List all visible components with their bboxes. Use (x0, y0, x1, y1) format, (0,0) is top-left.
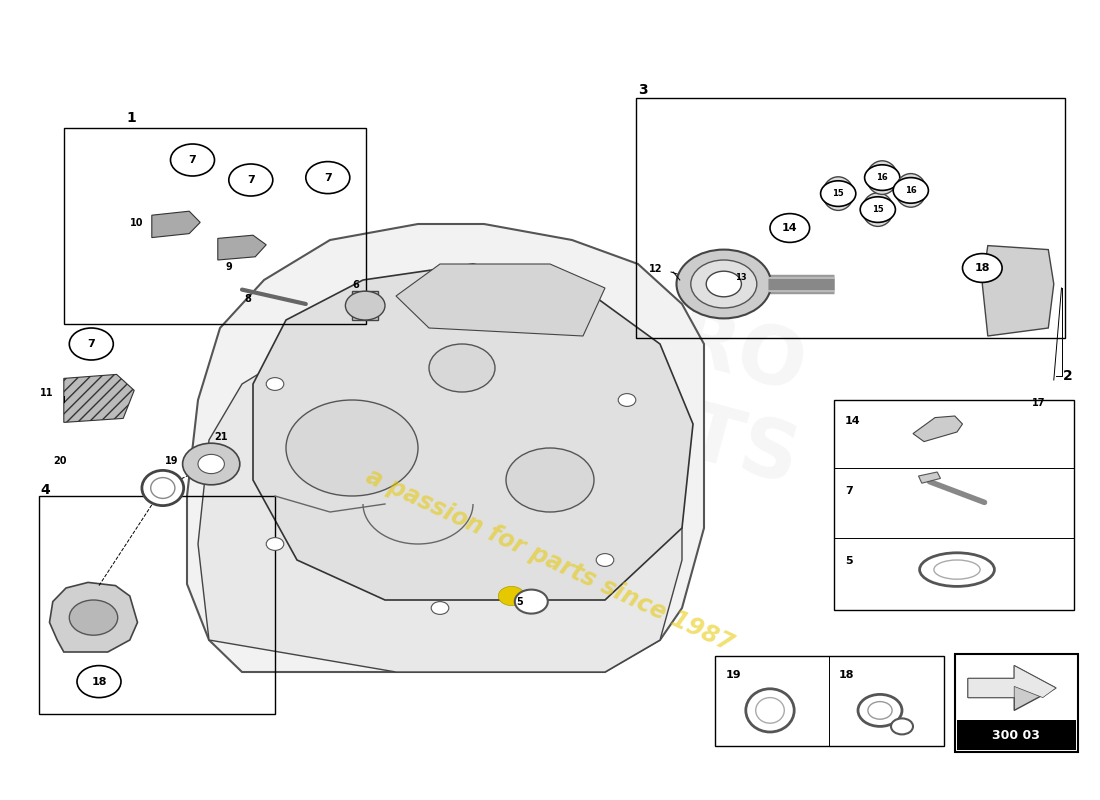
Text: 20: 20 (53, 456, 66, 466)
Bar (352, 291, 378, 320)
Text: 13: 13 (735, 273, 747, 282)
Text: 12: 12 (649, 264, 662, 274)
Bar (39, 496, 275, 714)
Ellipse shape (858, 694, 902, 726)
Polygon shape (187, 224, 704, 672)
Text: 14: 14 (782, 223, 797, 233)
Text: 18: 18 (975, 263, 990, 273)
Circle shape (865, 165, 900, 190)
Bar (636, 98, 1065, 338)
Text: 4: 4 (41, 482, 51, 497)
Text: 11: 11 (40, 388, 53, 398)
Text: 15: 15 (833, 189, 844, 198)
Circle shape (69, 328, 113, 360)
Circle shape (198, 454, 224, 474)
Polygon shape (968, 666, 1056, 698)
Text: 7: 7 (845, 486, 853, 496)
Bar (715, 656, 944, 746)
Circle shape (821, 181, 856, 206)
Ellipse shape (891, 718, 913, 734)
Text: 7: 7 (246, 175, 255, 185)
Text: 18: 18 (91, 677, 107, 686)
Text: 7: 7 (87, 339, 96, 349)
Text: 1: 1 (126, 110, 136, 125)
Text: 300 03: 300 03 (992, 729, 1041, 742)
Text: 6: 6 (352, 280, 359, 290)
Circle shape (618, 394, 636, 406)
Circle shape (183, 443, 240, 485)
Circle shape (286, 400, 418, 496)
Ellipse shape (867, 161, 898, 194)
Circle shape (691, 260, 757, 308)
Circle shape (229, 164, 273, 196)
Text: 8: 8 (244, 294, 251, 304)
Ellipse shape (756, 698, 784, 723)
Polygon shape (918, 472, 940, 483)
Circle shape (266, 378, 284, 390)
Text: EURO
PARTS: EURO PARTS (512, 266, 830, 502)
Text: 9: 9 (226, 262, 232, 272)
Polygon shape (218, 235, 266, 260)
Ellipse shape (142, 470, 184, 506)
Bar (64, 128, 366, 324)
Text: 21: 21 (214, 432, 228, 442)
Circle shape (506, 448, 594, 512)
Text: 14: 14 (845, 416, 860, 426)
Text: 2: 2 (1063, 369, 1072, 383)
Text: 3: 3 (638, 83, 648, 98)
Ellipse shape (934, 560, 980, 579)
Circle shape (266, 538, 284, 550)
Polygon shape (152, 211, 200, 238)
Text: 7: 7 (188, 155, 197, 165)
Circle shape (431, 602, 449, 614)
Ellipse shape (862, 193, 893, 226)
Circle shape (170, 144, 214, 176)
Polygon shape (253, 264, 693, 600)
Circle shape (676, 250, 771, 318)
Ellipse shape (920, 553, 994, 586)
Ellipse shape (868, 702, 892, 719)
Text: 10: 10 (130, 218, 143, 227)
Ellipse shape (746, 689, 794, 732)
Text: 7: 7 (323, 173, 332, 182)
Polygon shape (982, 246, 1054, 336)
Polygon shape (64, 374, 134, 422)
Circle shape (77, 666, 121, 698)
Circle shape (893, 178, 928, 203)
Polygon shape (198, 328, 682, 672)
Circle shape (706, 271, 741, 297)
Polygon shape (50, 582, 138, 652)
Text: 5: 5 (845, 556, 853, 566)
Bar (834, 400, 1074, 610)
Ellipse shape (515, 590, 548, 614)
Text: 15: 15 (872, 205, 883, 214)
Circle shape (770, 214, 810, 242)
Ellipse shape (823, 177, 854, 210)
Text: a passion for parts since 1987: a passion for parts since 1987 (362, 464, 738, 656)
Text: 19: 19 (165, 456, 178, 466)
Circle shape (962, 254, 1002, 282)
Bar (957, 720, 1076, 750)
Polygon shape (396, 264, 605, 336)
Ellipse shape (895, 174, 926, 207)
Circle shape (498, 586, 525, 606)
Text: 16: 16 (905, 186, 916, 195)
Polygon shape (968, 666, 1056, 710)
Text: 17: 17 (1032, 398, 1045, 408)
Circle shape (345, 291, 385, 320)
Bar (955, 654, 1078, 752)
Text: 19: 19 (726, 670, 741, 680)
Ellipse shape (151, 478, 175, 498)
Circle shape (860, 197, 895, 222)
Circle shape (596, 554, 614, 566)
Circle shape (429, 344, 495, 392)
Text: 5: 5 (516, 597, 522, 606)
Circle shape (69, 600, 118, 635)
Text: 16: 16 (877, 173, 888, 182)
Polygon shape (913, 416, 962, 442)
Circle shape (306, 162, 350, 194)
Text: 18: 18 (838, 670, 854, 680)
